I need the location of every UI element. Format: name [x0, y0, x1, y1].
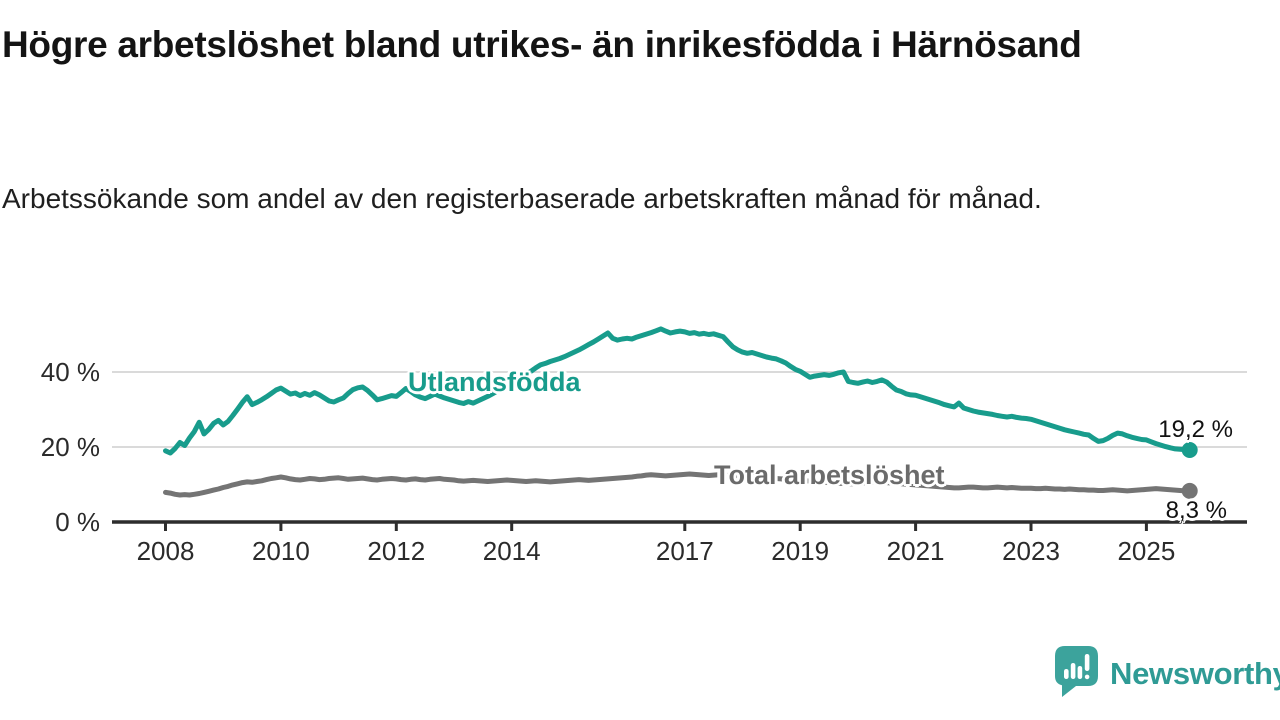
x-tick-label-2023: 2023 [1002, 536, 1060, 566]
y-tick-label-0: 0 % [55, 507, 100, 537]
series-label-utlandsfodda: Utlandsfödda [408, 367, 581, 397]
x-tick-label-2021: 2021 [886, 536, 945, 566]
x-tick-label-2010: 2010 [251, 536, 310, 566]
chart-canvas [112, 326, 1247, 531]
series-line-utlandsfodda [163, 326, 1193, 456]
end-value-label-total: 8,3 % [1165, 497, 1227, 524]
x-tick-label-2019: 2019 [771, 536, 830, 566]
x-tick-label-2012: 2012 [367, 536, 426, 566]
newsworthy-wordmark: Newsworthy [1110, 656, 1280, 691]
chart-subtitle: Arbetssökande som andel av den registerb… [2, 183, 1042, 214]
y-tick-label-40: 40 % [40, 357, 100, 387]
line-chart: 0 % 20 % 40 % 2008 2010 2012 2014 2017 2019 2021… [0, 290, 1280, 590]
series-line-total [163, 471, 1193, 498]
newsworthy-logo: Newsworthy [1054, 645, 1280, 703]
x-tick-label-2014: 2014 [482, 536, 541, 566]
chart-title: Högre arbetslöshet bland utrikes- än inr… [2, 24, 1082, 65]
newsworthy-speech-bubble-bar-chart-icon [1054, 645, 1099, 703]
end-value-label-utlandsfodda: 19,2 % [1158, 416, 1233, 443]
series-label-total-arbetsloshet: Total arbetslöshet [714, 460, 945, 490]
x-tick-label-2008: 2008 [136, 536, 195, 566]
x-tick-label-2025: 2025 [1117, 536, 1176, 566]
end-dot-utlandsfodda [1181, 442, 1198, 458]
end-dot-total [1181, 482, 1198, 499]
y-tick-label-20: 20 % [40, 432, 100, 462]
x-tick-label-2017: 2017 [655, 536, 714, 566]
